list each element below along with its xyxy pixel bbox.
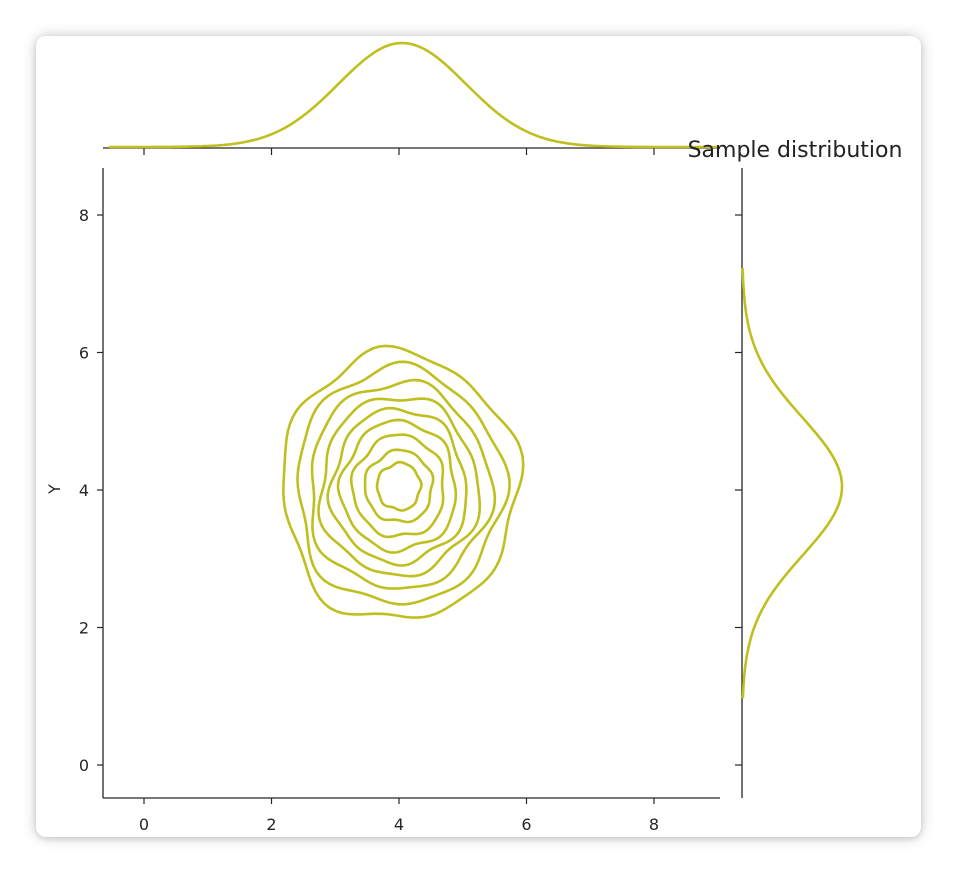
y-tick-label: 4 xyxy=(79,481,89,500)
x-tick-label: 2 xyxy=(266,815,276,834)
y-tick-label: 2 xyxy=(79,619,89,638)
kde-contour-level-6 xyxy=(336,418,458,554)
y-tick-label: 6 xyxy=(79,344,89,363)
kde-contour-level-8 xyxy=(363,448,435,524)
kde-contour-level-9 xyxy=(375,460,423,512)
y-marginal-kde-curve xyxy=(741,268,844,699)
kde-contour-level-7 xyxy=(349,433,445,539)
x-tick-label: 0 xyxy=(139,815,149,834)
y-tick-label: 8 xyxy=(79,206,89,225)
x-marginal-kde-curve xyxy=(108,41,718,149)
x-tick-label: 8 xyxy=(649,815,659,834)
figure-card xyxy=(36,36,921,837)
kde-contour-level-5 xyxy=(326,406,468,567)
kde-contour-level-1 xyxy=(282,344,525,619)
x-tick-label: 6 xyxy=(521,815,531,834)
y-axis-title: Y xyxy=(45,484,64,495)
kde-contour-level-4 xyxy=(317,397,482,578)
chart-title: Sample distribution xyxy=(688,138,903,163)
y-tick-label: 0 xyxy=(79,756,89,775)
kde-contour-level-3 xyxy=(310,378,497,590)
x-tick-label: 4 xyxy=(394,815,404,834)
kde-contour-level-2 xyxy=(296,360,511,606)
